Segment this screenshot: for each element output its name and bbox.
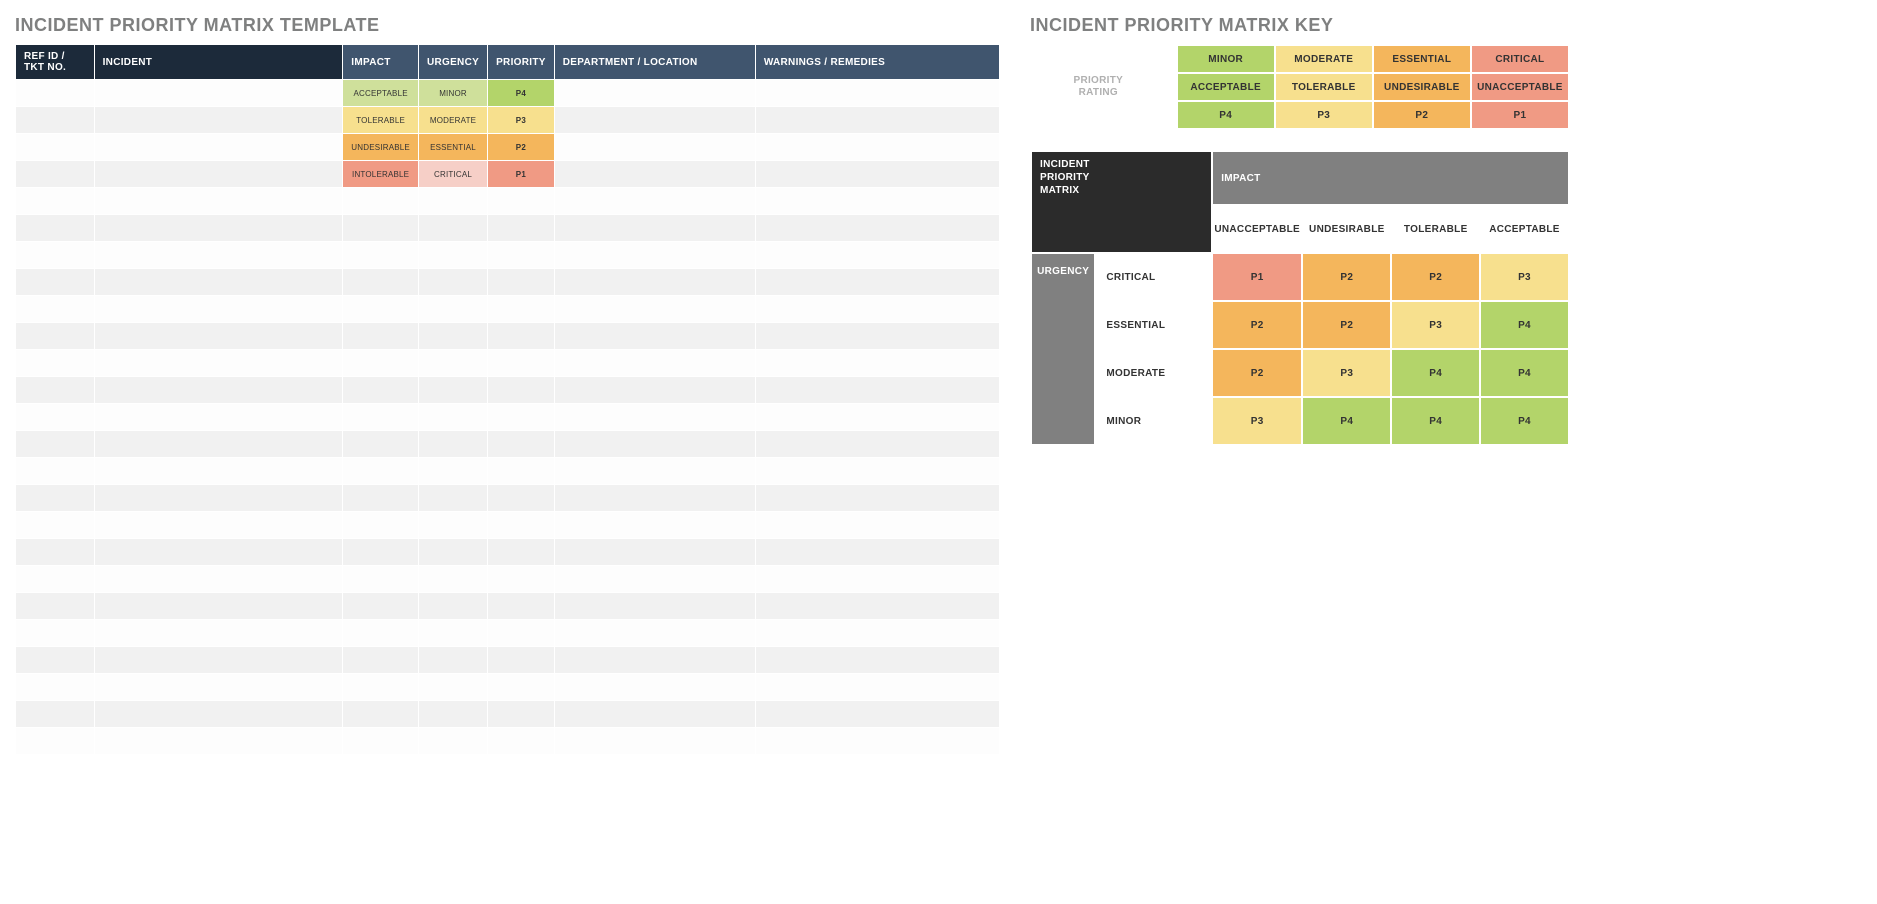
table-row[interactable]: TOLERABLEMODERATEP3 [16,107,1000,134]
matrix-cell: P4 [1480,349,1569,397]
urgency-cell[interactable]: MODERATE [418,107,487,134]
left-title: INCIDENT PRIORITY MATRIX TEMPLATE [15,15,1000,36]
table-row[interactable] [16,458,1000,485]
priority-cell[interactable]: P3 [488,107,555,134]
table-row[interactable] [16,188,1000,215]
urgency-row-header: MODERATE [1095,349,1212,397]
table-row[interactable]: UNDESIRABLEESSENTIALP2 [16,134,1000,161]
matrix-cell: P4 [1480,301,1569,349]
matrix-corner: INCIDENTPRIORITYMATRIX [1031,151,1212,253]
urgency-cell[interactable]: CRITICAL [418,161,487,188]
priority-rating-label: PRIORITYRATING [1030,73,1177,101]
hdr-impact: IMPACT [343,45,419,80]
impact-col-header: UNDESIRABLE [1302,205,1391,253]
matrix-cell: P2 [1391,253,1480,301]
impact-header: IMPACT [1212,151,1569,205]
key-cell: P2 [1373,101,1471,129]
key-cell: MINOR [1177,45,1275,73]
matrix-cell: P3 [1480,253,1569,301]
key-cell: P4 [1177,101,1275,129]
table-row[interactable] [16,539,1000,566]
table-row[interactable] [16,485,1000,512]
matrix-cell: P4 [1302,397,1391,445]
matrix-cell: P2 [1212,349,1302,397]
table-row[interactable] [16,404,1000,431]
key-cell: P3 [1275,101,1373,129]
impact-cell[interactable]: ACCEPTABLE [343,80,419,107]
key-cell: TOLERABLE [1275,73,1373,101]
hdr-warn: WARNINGS / REMEDIES [755,45,999,80]
key-cell: CRITICAL [1471,45,1569,73]
hdr-incident: INCIDENT [94,45,343,80]
urgency-row-header: MINOR [1095,397,1212,445]
table-row[interactable] [16,377,1000,404]
matrix-cell: P1 [1212,253,1302,301]
right-title: INCIDENT PRIORITY MATRIX KEY [1030,15,1570,36]
key-cell: ACCEPTABLE [1177,73,1275,101]
table-row[interactable] [16,620,1000,647]
key-cell: P1 [1471,101,1569,129]
table-row[interactable] [16,593,1000,620]
table-row[interactable] [16,431,1000,458]
matrix-cell: P4 [1391,397,1480,445]
table-row[interactable] [16,512,1000,539]
table-row[interactable] [16,242,1000,269]
table-row[interactable] [16,701,1000,728]
table-row[interactable]: INTOLERABLECRITICALP1 [16,161,1000,188]
urgency-header: URGENCY [1031,253,1095,445]
impact-col-header: ACCEPTABLE [1480,205,1569,253]
hdr-ref: REF ID / TKT NO. [16,45,95,80]
matrix-cell: P4 [1480,397,1569,445]
matrix-cell: P2 [1212,301,1302,349]
key-cell: UNDESIRABLE [1373,73,1471,101]
table-row[interactable] [16,215,1000,242]
impact-col-header: UNACCEPTABLE [1212,205,1302,253]
key-table: MINORMODERATEESSENTIALCRITICAL PRIORITYRA… [1030,44,1570,130]
matrix-cell: P2 [1302,253,1391,301]
impact-cell[interactable]: INTOLERABLE [343,161,419,188]
table-row[interactable] [16,269,1000,296]
table-row[interactable] [16,296,1000,323]
matrix-cell: P4 [1391,349,1480,397]
table-row[interactable] [16,350,1000,377]
table-row[interactable] [16,728,1000,755]
impact-cell[interactable]: TOLERABLE [343,107,419,134]
hdr-priority: PRIORITY [488,45,555,80]
matrix-table: INCIDENTPRIORITYMATRIXIMPACTUNACCEPTABLE… [1030,150,1570,446]
table-row[interactable]: ACCEPTABLEMINORP4 [16,80,1000,107]
impact-col-header: TOLERABLE [1391,205,1480,253]
hdr-urgency: URGENCY [418,45,487,80]
matrix-cell: P3 [1302,349,1391,397]
matrix-cell: P3 [1391,301,1480,349]
urgency-row-header: ESSENTIAL [1095,301,1212,349]
table-row[interactable] [16,647,1000,674]
priority-cell[interactable]: P2 [488,134,555,161]
table-row[interactable] [16,566,1000,593]
priority-cell[interactable]: P4 [488,80,555,107]
urgency-cell[interactable]: MINOR [418,80,487,107]
urgency-cell[interactable]: ESSENTIAL [418,134,487,161]
key-cell: UNACCEPTABLE [1471,73,1569,101]
hdr-dept: DEPARTMENT / LOCATION [554,45,755,80]
matrix-cell: P2 [1302,301,1391,349]
key-cell: MODERATE [1275,45,1373,73]
priority-cell[interactable]: P1 [488,161,555,188]
matrix-cell: P3 [1212,397,1302,445]
table-row[interactable] [16,323,1000,350]
table-row[interactable] [16,674,1000,701]
impact-cell[interactable]: UNDESIRABLE [343,134,419,161]
key-cell: ESSENTIAL [1373,45,1471,73]
incident-table: REF ID / TKT NO. INCIDENT IMPACT URGENCY… [15,44,1000,755]
urgency-row-header: CRITICAL [1095,253,1212,301]
